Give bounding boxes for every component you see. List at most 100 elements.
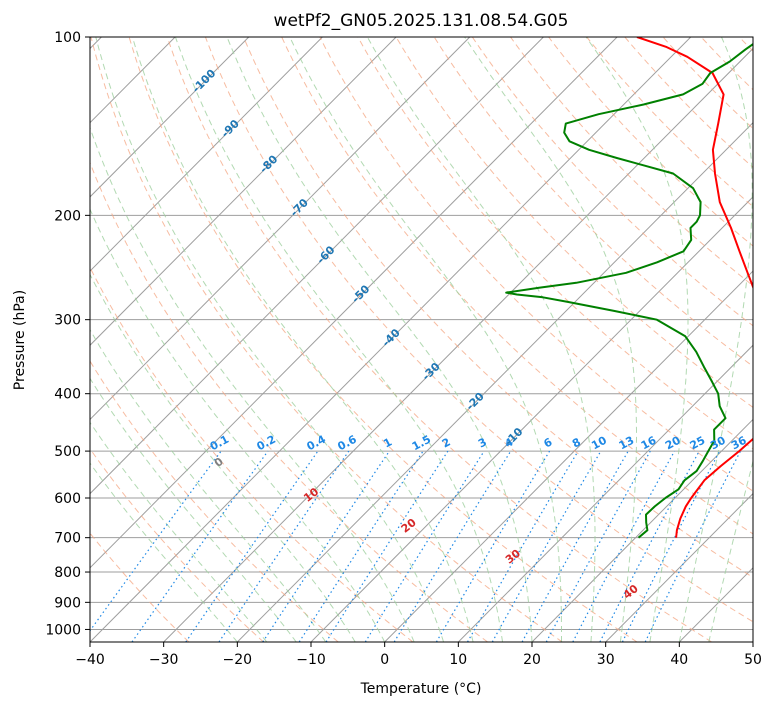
moist-adiabat-line	[90, 208, 386, 642]
mixing-ratio-line	[185, 450, 319, 642]
moist-adiabat-line	[90, 328, 327, 642]
mixing-ratio-label: 20	[663, 434, 683, 453]
moist-adiabat-line	[585, 37, 689, 642]
mixing-ratio-line	[393, 450, 512, 642]
profile-series	[505, 37, 753, 539]
moist-adiabat-line	[131, 37, 474, 642]
y-tick-label: 900	[54, 595, 81, 611]
x-tick-label: −40	[75, 652, 105, 668]
dry-adiabat-line	[128, 37, 638, 642]
y-tick-label: 400	[54, 387, 81, 403]
x-tick-label: −30	[149, 652, 179, 668]
x-tick-label: 0	[380, 652, 389, 668]
mixing-ratio-label: 13	[617, 434, 637, 453]
mixing-ratio-line	[364, 450, 485, 642]
isotherm-line	[90, 37, 544, 495]
x-tick-label: 50	[744, 652, 762, 668]
dry-adiabat-line	[90, 161, 488, 642]
isotherm-line	[752, 641, 753, 642]
isotherm-line	[90, 37, 618, 569]
x-axis-label: Temperature (°C)	[360, 681, 482, 697]
moist-adiabat-line	[90, 462, 238, 642]
dry-adiabat-line	[243, 37, 753, 579]
x-tick-label: 30	[597, 652, 615, 668]
x-axis: −40 −30 −20 −10 0 10 20 30 40 50	[75, 642, 762, 668]
moist-adiabat-label: -50	[349, 282, 372, 305]
moist-adiabat-label: -40	[380, 326, 403, 349]
dewpoint-line	[505, 42, 753, 539]
plot-frame	[89, 36, 754, 643]
moist-adiabat-label: -60	[314, 243, 337, 266]
mixing-ratio-label: 0.4	[305, 433, 329, 454]
x-tick-label: −10	[296, 652, 326, 668]
dry-adiabat-label: 10	[301, 485, 321, 505]
isotherm-line	[384, 270, 753, 642]
y-tick-label: 300	[54, 313, 81, 329]
moist-adiabat-line	[464, 37, 637, 642]
y-tick-label: 800	[54, 565, 81, 581]
dry-adiabat-line	[90, 266, 414, 642]
y-tick-label: 1000	[45, 622, 81, 638]
dry-adiabat-label: 0	[212, 455, 226, 470]
dry-adiabat-line	[624, 37, 753, 169]
dry-adiabat-line	[395, 37, 753, 408]
x-tick-label: 40	[670, 652, 688, 668]
dry-adiabat-line	[90, 532, 190, 642]
mixing-ratio-line	[435, 450, 551, 642]
mixing-ratio-label: 0.1	[208, 433, 231, 454]
mixing-ratio-line	[218, 450, 350, 642]
mixing-ratio-line	[545, 450, 651, 642]
y-axis: 100 200 300 400 500 600 700 800 900 1000	[45, 30, 90, 638]
y-axis-label: Pressure (hPa)	[12, 290, 28, 390]
moist-adiabat-label: -30	[420, 360, 443, 383]
y-tick-label: 500	[54, 444, 81, 460]
moist-adiabat-line	[366, 37, 596, 642]
dry-adiabat-line	[357, 37, 753, 450]
dry-adiabat-line	[586, 37, 753, 208]
moist-adiabat-line	[90, 421, 268, 642]
dry-adiabat-label: 20	[399, 516, 419, 536]
x-tick-label: 10	[449, 652, 467, 668]
x-tick-label: −20	[223, 652, 253, 668]
moist-adiabat-line	[174, 37, 503, 642]
moist-adiabat-line	[226, 37, 533, 642]
mixing-ratio-line	[521, 450, 629, 642]
mixing-ratio-label: 6	[542, 435, 555, 450]
mixing-ratio-line	[572, 450, 676, 642]
isotherm-line	[90, 37, 471, 421]
dry-adiabat-line	[548, 37, 753, 247]
isotherm-line	[90, 37, 323, 272]
moist-adiabat-line	[90, 273, 356, 642]
dry-adiabat-line	[90, 37, 563, 642]
mixing-ratio-line	[491, 450, 602, 642]
dry-adiabat-line	[433, 37, 753, 367]
mixing-ratio-label: 36	[729, 434, 749, 453]
dry-adiabat-line	[662, 37, 753, 130]
isotherm-line	[605, 492, 753, 642]
y-tick-label: 200	[54, 208, 81, 224]
isotherm-line	[163, 47, 753, 642]
mixing-ratio-line	[325, 450, 449, 642]
mixing-ratio-label: 30	[708, 434, 728, 453]
isotherm-line	[236, 121, 753, 642]
y-tick-label: 100	[54, 30, 81, 46]
mixing-ratio-label: 16	[639, 434, 659, 453]
moist-adiabat-label: -100	[190, 67, 219, 96]
mixing-ratio-label: 0.6	[335, 433, 359, 454]
mixing-ratio-line	[262, 450, 390, 642]
dry-adiabat-line	[738, 37, 753, 52]
dry-adiabats	[90, 37, 753, 642]
y-tick-label: 600	[54, 491, 81, 507]
isotherm-line	[90, 37, 692, 642]
isotherm-line	[90, 37, 250, 198]
moist-adiabat-line	[289, 37, 562, 642]
isotherm-line	[531, 418, 753, 642]
x-tick-label: 20	[523, 652, 541, 668]
moist-adiabat-line	[90, 377, 297, 642]
isobar-grid	[90, 37, 753, 630]
moist-adiabats	[90, 37, 753, 642]
isotherm-line	[678, 567, 753, 642]
mixing-ratio-line	[90, 450, 222, 632]
temperature-line	[636, 37, 753, 538]
